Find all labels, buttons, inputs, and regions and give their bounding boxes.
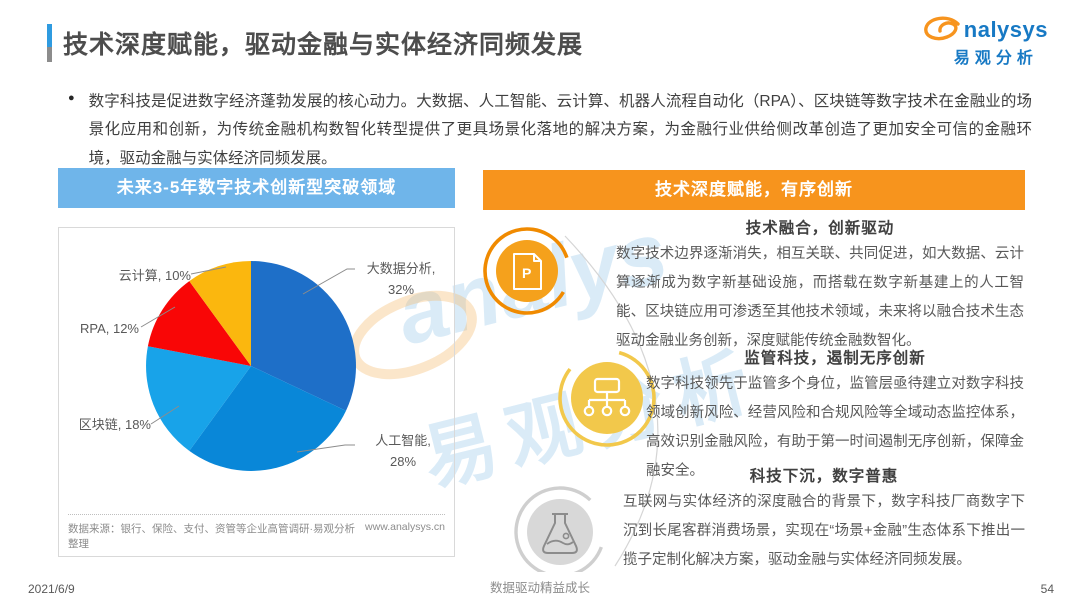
logo-swoosh-icon <box>923 16 960 41</box>
insight-heading: 监管科技，遏制无序创新 <box>744 350 926 367</box>
pie-label-大数据分析: 大数据分析, 32% <box>366 261 436 297</box>
insight-item: 科技下沉，数字普惠 互联网与实体经济的深度融合的背景下，数字科技厂商数字下沉到长… <box>623 464 1025 575</box>
title-accent-bar <box>47 24 52 62</box>
insight-body: 数字科技领先于监管多个身位，监管层亟待建立对数字科技领域创新风险、经营风险和合规… <box>646 376 1024 479</box>
svg-text:P: P <box>522 265 531 281</box>
pie-label-人工智能: 人工智能, 28% <box>375 433 431 469</box>
pie-chart <box>140 261 356 471</box>
pie-leader-line <box>150 405 180 425</box>
ppt-document-icon: P <box>483 227 571 315</box>
pie-slice-人工智能 <box>189 366 346 471</box>
page-title: 技术深度赋能，驱动金融与实体经济同频发展 <box>63 31 584 59</box>
flask-icon <box>514 486 606 572</box>
insight-body: 互联网与实体经济的深度融合的背景下，数字科技厂商数字下沉到长尾客群消费场景，实现… <box>623 494 1025 568</box>
pie-chart-panel: 大数据分析, 32% 人工智能, 28% 区块链, 18% RPA, 12% 云计算, 10… <box>58 227 455 557</box>
pie-label-云计算: 云计算, 10% <box>118 268 191 283</box>
pie-leader-line <box>296 444 355 453</box>
insights-panel: P 技术融合，创新驱动 数字技术边界逐渐 <box>483 170 1025 572</box>
brand-logo: nalysys 易观分析 <box>920 16 1048 68</box>
insight-item: 技术融合，创新驱动 数字技术边界逐渐消失，相互关联、共同促进，如大数据、云计算逐… <box>616 216 1024 356</box>
right-panel-header: 技术深度赋能，有序创新 <box>483 170 1025 210</box>
intro-text: 数字科技是促进数字经济蓬勃发展的核心动力。大数据、人工智能、云计算、机器人流程自… <box>88 93 1032 167</box>
pie-slice-RPA <box>147 281 251 366</box>
left-panel-header: 未来3-5年数字技术创新型突破领域 <box>58 168 455 208</box>
bullet-icon: ● <box>68 92 75 104</box>
footer-slogan: 数据驱动精益成长 <box>489 581 590 595</box>
pie-label-RPA: RPA, 12% <box>79 321 139 336</box>
chart-source-url[interactable]: www.analysys.cn <box>365 521 445 533</box>
chart-source: 数据来源：银行、保险、支付、资管等企业高管调研·易观分析整理 <box>68 523 355 550</box>
pie-slice-区块链 <box>146 346 251 451</box>
header: 技术深度赋能，驱动金融与实体经济同频发展 <box>47 24 583 62</box>
footer-date: 2021/6/9 <box>28 582 75 596</box>
pie-leader-line <box>140 306 176 328</box>
insight-heading: 技术融合，创新驱动 <box>745 220 895 237</box>
pie-label-区块链: 区块链, 18% <box>78 417 151 432</box>
pie-slice-云计算 <box>189 261 251 366</box>
pie-leader-line <box>190 266 227 275</box>
pie-leader-line <box>302 268 355 295</box>
chart-source-row: 数据来源：银行、保险、支付、资管等企业高管调研·易观分析整理 www.analy… <box>68 514 445 551</box>
logo-text-en: nalysys <box>963 17 1048 42</box>
insight-body: 数字技术边界逐渐消失，相互关联、共同促进，如大数据、云计算逐渐成为数字新基础设施… <box>616 246 1024 349</box>
insight-heading: 科技下沉，数字普惠 <box>749 468 899 485</box>
pie-slice-大数据分析 <box>251 261 356 411</box>
insight-item: 监管科技，遏制无序创新 数字科技领先于监管多个身位，监管层亟待建立对数字科技领域… <box>646 346 1024 486</box>
intro-paragraph: ● 数字科技是促进数字经济蓬勃发展的核心动力。大数据、人工智能、云计算、机器人流… <box>68 88 1032 173</box>
logo-text-cn: 易观分析 <box>953 50 1038 67</box>
footer-page-number: 54 <box>1040 582 1054 596</box>
